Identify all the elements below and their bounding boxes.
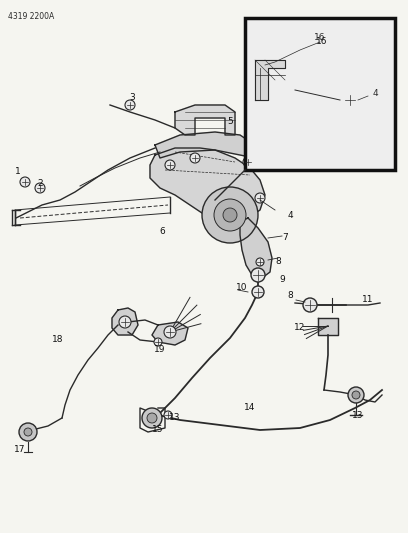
Polygon shape [112,308,138,335]
Polygon shape [240,218,272,278]
Text: 16: 16 [314,34,326,43]
Text: 12: 12 [294,324,306,333]
Bar [245,18,395,170]
Circle shape [35,183,45,193]
Circle shape [303,298,317,312]
Circle shape [164,411,172,419]
Polygon shape [318,318,338,335]
Text: 6: 6 [159,228,165,237]
Text: 8: 8 [275,257,281,266]
Circle shape [223,208,237,222]
Circle shape [348,387,364,403]
Text: 4319 2200A: 4319 2200A [8,12,54,21]
Polygon shape [152,322,188,345]
Circle shape [243,157,253,167]
Circle shape [119,316,131,328]
Text: 17: 17 [14,446,26,455]
Text: 4: 4 [372,88,378,98]
Circle shape [343,93,357,107]
Text: 11: 11 [362,295,374,304]
Circle shape [142,408,162,428]
Text: 4: 4 [287,211,293,220]
Circle shape [164,326,176,338]
Text: 9: 9 [279,276,285,285]
Circle shape [251,268,265,282]
Polygon shape [155,132,255,158]
Circle shape [255,193,265,203]
Circle shape [154,338,162,346]
Text: 19: 19 [154,345,166,354]
Circle shape [125,100,135,110]
Polygon shape [175,105,235,135]
Circle shape [252,286,264,298]
Circle shape [202,187,258,243]
Polygon shape [255,60,285,100]
Circle shape [19,423,37,441]
Circle shape [165,160,175,170]
Circle shape [352,391,360,399]
Circle shape [147,413,157,423]
Circle shape [24,428,32,436]
Circle shape [190,153,200,163]
Text: 8: 8 [287,290,293,300]
Text: 3: 3 [129,93,135,102]
Text: 2: 2 [37,179,43,188]
Text: 1: 1 [15,167,21,176]
Circle shape [256,258,264,266]
Text: 7: 7 [282,233,288,243]
Text: 15: 15 [152,425,164,434]
Text: 14: 14 [244,403,256,413]
Circle shape [214,199,246,231]
Text: 10: 10 [236,284,248,293]
Text: 13: 13 [352,410,364,419]
Polygon shape [150,148,265,222]
Text: 16: 16 [316,37,328,46]
Text: 13: 13 [169,414,181,423]
Circle shape [20,177,30,187]
Text: 18: 18 [52,335,64,344]
Text: 5: 5 [227,117,233,126]
